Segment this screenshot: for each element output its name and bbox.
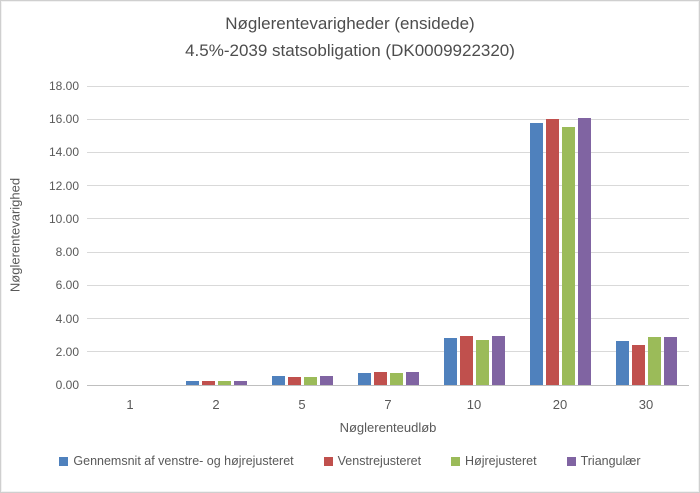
bar (647, 336, 661, 385)
x-tick-label: 20 (552, 397, 568, 412)
y-tick-label: 14.00 (48, 145, 79, 160)
y-tick-label: 0.00 (55, 378, 79, 392)
bar (185, 380, 199, 385)
x-axis-line (87, 384, 689, 386)
x-tick-label: 1 (126, 397, 134, 412)
chart-title: Nøglerentevarigheder (ensidede) 4.5%-203… (1, 10, 699, 64)
gridline (87, 284, 689, 286)
y-tick-label: 18.00 (48, 79, 79, 93)
chart-title-line1: Nøglerentevarigheder (ensidede) (225, 14, 475, 33)
y-tick-label: 2.00 (55, 344, 79, 359)
legend-item: Gennemsnit af venstre- og højrejusteret (59, 454, 294, 468)
legend-item: Triangulær (566, 454, 641, 468)
legend-label: Højrejusteret (465, 454, 537, 468)
bar (577, 117, 591, 385)
bar (287, 376, 301, 385)
gridline (87, 218, 689, 220)
bar (475, 339, 489, 385)
x-tick-label: 5 (298, 397, 306, 412)
y-tick-label: 10.00 (48, 211, 79, 226)
y-tick-label: 16.00 (48, 112, 79, 127)
y-axis-tick-labels: 0.00 2.00 4.00 6.00 8.00 10.00 12.00 14.00 16.00… (1, 79, 79, 392)
bar (443, 337, 457, 385)
x-tick-label: 30 (638, 397, 654, 412)
legend-label: Venstrejusteret (337, 454, 422, 468)
gridline (87, 118, 689, 120)
bar-group-2 (173, 86, 259, 385)
bar (217, 380, 231, 385)
bar (201, 380, 215, 385)
y-tick-label: 6.00 (55, 278, 79, 293)
gridline (87, 318, 689, 320)
legend-swatch-icon (59, 456, 69, 466)
x-tick-label: 10 (466, 397, 482, 412)
legend-swatch-icon (323, 456, 333, 466)
x-tick-label: 2 (212, 397, 220, 412)
gridline (87, 151, 689, 153)
bar (459, 336, 473, 385)
bars-layer (87, 86, 689, 385)
y-tick-label: 4.00 (55, 311, 79, 326)
x-axis-tick-labels: 1 2 5 7 10 20 30 (87, 397, 689, 412)
bar-group-5 (259, 86, 345, 385)
bar (373, 371, 387, 385)
bar (319, 376, 333, 385)
bar (631, 345, 645, 385)
bar (357, 373, 371, 385)
bar (271, 376, 285, 385)
bar (545, 119, 559, 385)
gridline (87, 185, 689, 187)
bar-group-1 (87, 86, 173, 385)
legend-swatch-icon (566, 456, 576, 466)
legend-label: Triangulær (580, 454, 641, 468)
bar-group-10 (431, 86, 517, 385)
gridline (87, 251, 689, 253)
y-tick-label: 8.00 (55, 245, 79, 260)
plot-area (87, 85, 689, 386)
legend-label: Gennemsnit af venstre- og højrejusteret (73, 454, 294, 468)
bar (529, 123, 543, 385)
bar (663, 336, 677, 385)
bar-group-7 (345, 86, 431, 385)
legend: Gennemsnit af venstre- og højrejusteret V… (1, 454, 699, 468)
gridline (87, 85, 689, 87)
bar (303, 376, 317, 385)
bar (389, 373, 403, 385)
bar-group-30 (603, 86, 689, 385)
y-tick-label: 12.00 (48, 178, 79, 193)
bar (491, 336, 505, 385)
bar (405, 372, 419, 385)
legend-item: Venstrejusteret (323, 454, 422, 468)
x-axis-title: Nøglerenteudløb (339, 420, 437, 435)
chart-title-line2: 4.5%-2039 statsobligation (DK0009922320) (185, 41, 515, 60)
bar (561, 126, 575, 385)
bar (233, 380, 247, 385)
bar-group-20 (517, 86, 603, 385)
bar (615, 340, 629, 385)
legend-item: Højrejusteret (451, 454, 537, 468)
legend-swatch-icon (451, 456, 461, 466)
x-tick-label: 7 (384, 397, 392, 412)
gridline (87, 351, 689, 353)
